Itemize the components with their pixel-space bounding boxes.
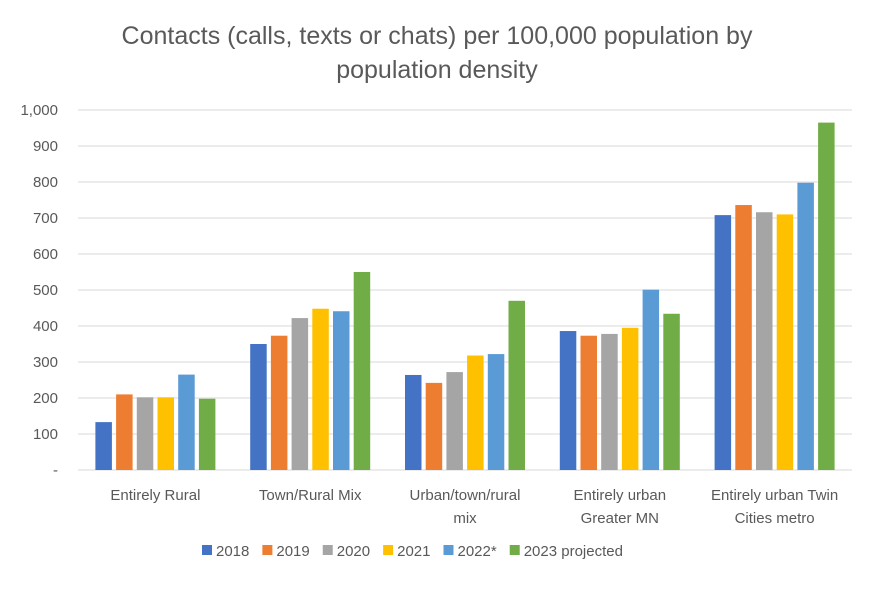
bar bbox=[487, 354, 505, 470]
category-label: Entirely urban Twin bbox=[711, 487, 838, 504]
bar bbox=[580, 335, 597, 470]
bar bbox=[178, 374, 195, 470]
legend-label: 2018 bbox=[216, 543, 249, 560]
bar bbox=[270, 335, 288, 470]
y-tick-label: 900 bbox=[33, 138, 58, 155]
bar bbox=[250, 344, 267, 470]
category-label: Cities metro bbox=[735, 510, 815, 527]
bar bbox=[797, 182, 814, 470]
bar bbox=[642, 289, 660, 470]
legend: 2018 2019 2020 2021 2022* 2023 projected bbox=[202, 543, 623, 560]
bar bbox=[735, 205, 752, 471]
y-tick-label: 1,000 bbox=[20, 102, 58, 119]
chart-title-line: Contacts (calls, texts or chats) per 100… bbox=[122, 22, 753, 50]
legend-swatch bbox=[383, 545, 394, 555]
bar bbox=[425, 382, 443, 470]
legend-swatch bbox=[262, 545, 273, 555]
chart-title-line: population density bbox=[336, 56, 538, 84]
x-axis-categories: Entirely Rural Town/Rural Mix Urban/town/r… bbox=[110, 487, 838, 527]
bar bbox=[405, 374, 422, 470]
bar bbox=[818, 122, 835, 470]
y-tick-label: 600 bbox=[33, 246, 58, 263]
y-tick-label: 200 bbox=[33, 390, 58, 407]
bar bbox=[621, 327, 639, 470]
category-label: Entirely Rural bbox=[110, 487, 200, 504]
bar bbox=[116, 394, 133, 470]
legend-label: 2023 projected bbox=[524, 543, 623, 560]
category-label: Urban/town/rural bbox=[410, 487, 521, 504]
legend-swatch bbox=[322, 545, 333, 555]
bar bbox=[559, 331, 577, 470]
category-label: mix bbox=[453, 510, 477, 527]
bar bbox=[198, 398, 216, 470]
bar bbox=[601, 333, 618, 470]
y-tick-label: 300 bbox=[33, 354, 58, 371]
bar bbox=[312, 308, 329, 470]
legend-label: 2019 bbox=[276, 543, 309, 560]
bar bbox=[756, 212, 773, 471]
bar bbox=[663, 313, 680, 470]
y-tick-label: 400 bbox=[33, 318, 58, 335]
legend-swatch bbox=[509, 545, 520, 555]
legend-label: 2021 bbox=[397, 543, 430, 560]
legend-label: 2022* bbox=[458, 543, 497, 560]
y-axis-ticks: - 100 200 300 400 500 600 700 800 900 1,000 bbox=[20, 102, 58, 479]
bar bbox=[353, 272, 371, 470]
bar bbox=[508, 300, 525, 470]
bar bbox=[446, 372, 463, 470]
bar bbox=[714, 215, 732, 470]
y-tick-label: - bbox=[53, 462, 58, 479]
bar bbox=[136, 397, 154, 470]
category-label: Entirely urban bbox=[574, 487, 667, 504]
bar bbox=[333, 311, 350, 470]
y-tick-label: 500 bbox=[33, 282, 58, 299]
chart-title: Contacts (calls, texts or chats) per 100… bbox=[122, 22, 753, 84]
legend-swatch bbox=[443, 545, 454, 555]
y-tick-label: 100 bbox=[33, 426, 58, 443]
bar bbox=[157, 397, 174, 470]
bar bbox=[95, 422, 112, 470]
y-tick-label: 700 bbox=[33, 210, 58, 227]
category-label: Town/Rural Mix bbox=[259, 487, 362, 504]
bars bbox=[95, 122, 835, 471]
legend-swatch bbox=[202, 545, 212, 555]
category-label: Greater MN bbox=[581, 510, 659, 527]
y-tick-label: 800 bbox=[33, 174, 58, 191]
bar bbox=[291, 318, 309, 470]
legend-label: 2020 bbox=[337, 543, 370, 560]
bar bbox=[467, 355, 484, 470]
bar bbox=[776, 214, 794, 470]
